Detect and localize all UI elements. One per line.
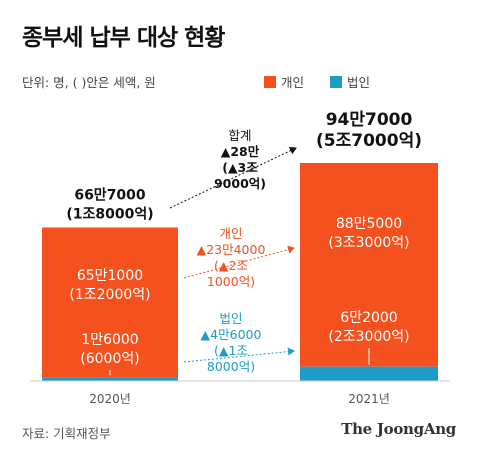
annotation-corporate-arrow [183, 347, 295, 363]
brand-logo: The JoongAng [341, 420, 456, 438]
bar-individual-0 [42, 227, 178, 378]
legend-item-individual: 개인 [264, 72, 304, 91]
annotation-individual-arrow [183, 245, 295, 279]
total-count-label-0: 66만7000 [74, 187, 146, 203]
legend-item-corporate: 법인 [330, 72, 370, 91]
legend-label-individual: 개인 [281, 75, 305, 90]
individual-tax-label-1: (3조3000억) [328, 235, 409, 251]
legend-swatch-corporate [330, 75, 342, 88]
corporate-count-label-0: 1만6000 [81, 332, 138, 348]
annotation-individual-line-2: 1000억) [207, 274, 255, 289]
individual-count-label-1: 88만5000 [336, 216, 402, 232]
corporate-tax-label-1: (2조3000억) [328, 329, 409, 345]
annotation-total-title: 합계 [228, 128, 251, 143]
annotation-individual-line-0: ▲23만4000 [197, 242, 266, 257]
annotation-total-line-1: (▲3조 [222, 160, 258, 175]
x-tick-label-0: 2020년 [89, 392, 131, 406]
annotation-corporate-line-0: ▲4만6000 [201, 327, 262, 342]
chart-title: 종부세 납부 대상 현황 [22, 25, 225, 51]
annotation-total-arrow [169, 146, 297, 209]
source-note: 자료: 기획재정부 [22, 426, 111, 441]
annotation-corporate-title: 법인 [219, 311, 242, 326]
legend-label-corporate: 법인 [347, 75, 371, 90]
bar-individual-1 [300, 163, 438, 367]
annotation-total-line-2: 9000억) [214, 176, 266, 191]
legend-row: 단위: 명, ( )안은 세액, 원 개인 법인 [22, 70, 462, 90]
individual-tax-label-0: (1조2000억) [69, 287, 150, 303]
individual-count-label-0: 65만1000 [77, 268, 143, 284]
total-tax-label-0: (1조8000억) [66, 206, 153, 222]
total-tax-label-1: (5조7000억) [316, 131, 422, 151]
bar-corporate-1 [300, 366, 438, 381]
bar-corporate-0 [42, 377, 178, 381]
unit-note: 단위: 명, ( )안은 세액, 원 [22, 75, 156, 90]
total-count-label-1: 94만7000 [326, 110, 413, 130]
annotation-corporate-line-2: 8000억) [207, 359, 255, 374]
corporate-tax-label-0: (6000억) [80, 351, 139, 367]
annotation-total-line-0: ▲28만 [221, 144, 260, 159]
annotation-individual-title: 개인 [219, 226, 242, 241]
annotation-corporate-line-1: (▲1조 [214, 343, 248, 358]
x-tick-label-1: 2021년 [348, 392, 390, 406]
corporate-count-label-1: 6만2000 [340, 310, 397, 326]
legend-swatch-individual [264, 75, 276, 88]
